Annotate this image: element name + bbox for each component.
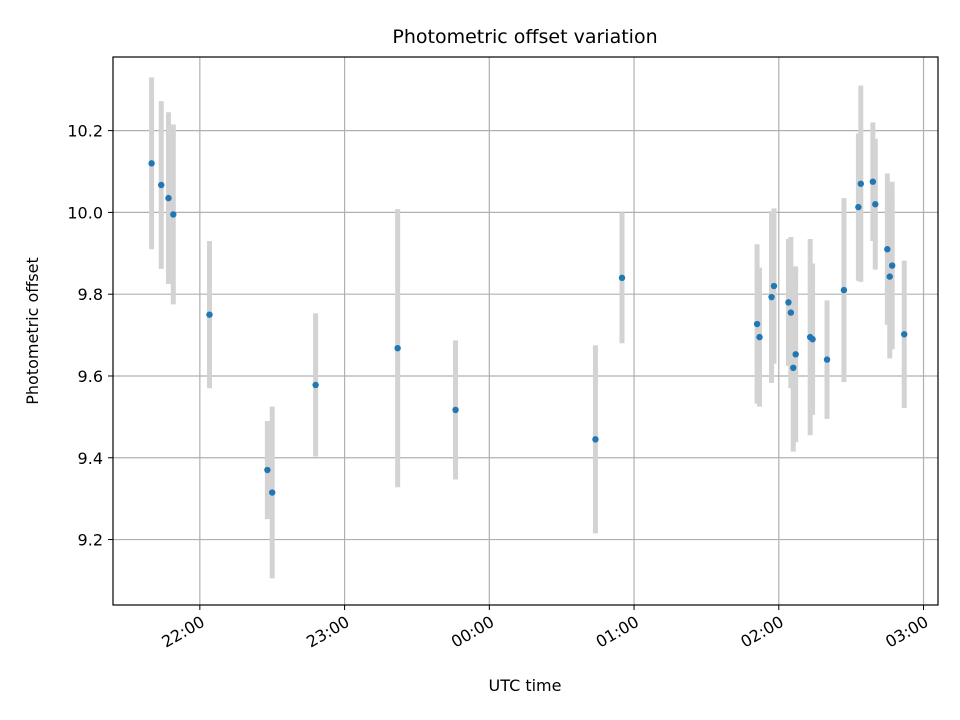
data-point — [785, 299, 792, 306]
data-point — [264, 466, 271, 474]
data-point — [768, 293, 775, 301]
data-point — [884, 246, 891, 253]
data-point — [888, 262, 896, 269]
y-tick-label: 10.2 — [67, 122, 103, 141]
data-point — [855, 203, 862, 211]
y-tick-label: 10.0 — [67, 203, 103, 222]
data-point — [869, 178, 877, 185]
data-point — [823, 356, 831, 363]
data-point — [158, 181, 165, 189]
data-point — [809, 335, 816, 343]
data-point — [790, 364, 797, 372]
y-tick-label: 9.4 — [78, 449, 103, 468]
data-point — [792, 351, 799, 358]
data-point — [269, 489, 276, 496]
data-point — [312, 381, 319, 389]
data-point — [592, 436, 599, 443]
data-point — [148, 160, 155, 167]
data-point — [165, 194, 172, 202]
data-point — [452, 406, 459, 414]
data-point — [787, 309, 795, 316]
grid — [113, 57, 938, 605]
x-axis-label: UTC time — [489, 676, 562, 695]
y-tick-label: 9.6 — [78, 367, 103, 386]
data-point — [872, 201, 879, 208]
data-point — [206, 311, 213, 318]
data-point — [394, 344, 401, 352]
plot-frame — [112, 56, 939, 606]
data-point — [618, 274, 626, 282]
y-tick-label: 9.8 — [78, 285, 103, 304]
data-point — [886, 273, 893, 280]
y-axis-label: Photometric offset — [23, 257, 42, 405]
chart-title: Photometric offset variation — [392, 26, 657, 48]
data-point — [840, 286, 848, 294]
y-axis: 9.2 9.4 9.6 9.8 10.0 10.2 — [67, 122, 113, 550]
data-point — [753, 320, 761, 328]
markers — [148, 160, 908, 496]
data-point — [901, 331, 908, 338]
y-tick-label: 9.2 — [78, 531, 103, 550]
data-point — [857, 180, 865, 187]
data-point — [770, 282, 778, 290]
data-point — [170, 211, 177, 218]
data-point — [756, 333, 763, 341]
